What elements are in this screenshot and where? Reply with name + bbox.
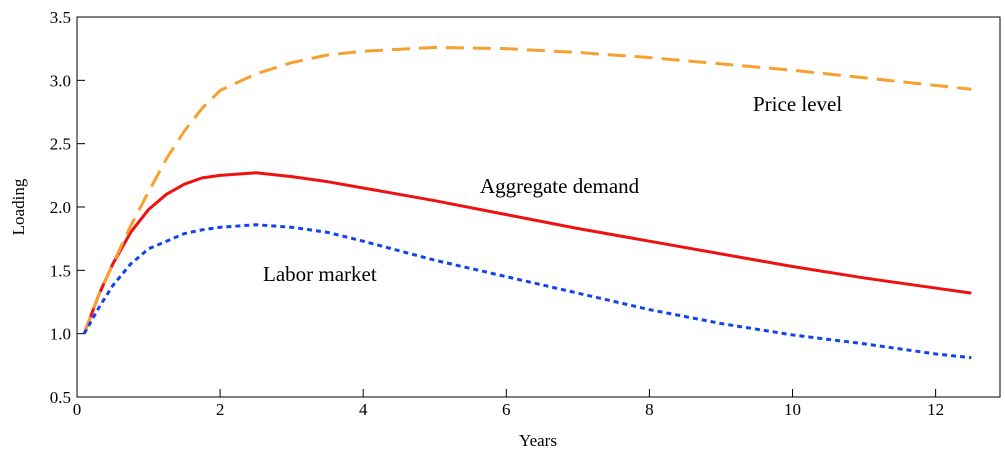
y-tick-label: 2.0	[50, 198, 71, 217]
y-tick-label: 3.5	[50, 8, 71, 27]
y-tick-label: 3.0	[50, 71, 71, 90]
y-tick-label: 1.0	[50, 325, 71, 344]
series-line	[82, 223, 972, 360]
series-label: Aggregate demand	[480, 174, 640, 198]
y-tick-label: 2.5	[50, 135, 71, 154]
series-line	[82, 45, 972, 335]
x-tick-label: 10	[784, 400, 801, 419]
x-tick-label: 8	[645, 400, 654, 419]
x-tick-label: 4	[359, 400, 368, 419]
series-line	[82, 171, 972, 335]
plot-frame	[76, 16, 1001, 398]
series-label: Labor market	[263, 262, 377, 286]
x-tick-label: 12	[927, 400, 944, 419]
y-tick-label: 0.5	[50, 388, 71, 407]
x-tick-label: 0	[73, 400, 82, 419]
x-tick-label: 6	[502, 400, 511, 419]
x-axis-label: Years	[519, 431, 557, 450]
y-tick-label: 1.5	[50, 261, 71, 280]
x-tick-label: 2	[216, 400, 225, 419]
y-axis-label: Loading	[9, 178, 28, 235]
series-label: Price level	[753, 92, 842, 116]
